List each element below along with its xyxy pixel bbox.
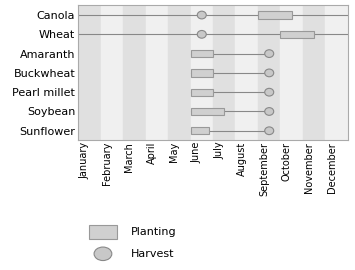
Bar xyxy=(191,5,213,140)
Bar xyxy=(100,5,123,140)
Circle shape xyxy=(265,127,274,135)
Bar xyxy=(303,5,326,140)
Bar xyxy=(258,11,292,19)
Bar xyxy=(191,50,213,57)
Text: Planting: Planting xyxy=(131,227,177,237)
Bar xyxy=(326,5,348,140)
Bar xyxy=(123,5,146,140)
Circle shape xyxy=(197,31,206,38)
Bar xyxy=(146,5,168,140)
Circle shape xyxy=(265,108,274,115)
Bar xyxy=(191,127,208,134)
Bar xyxy=(213,5,235,140)
Bar xyxy=(280,5,303,140)
Bar xyxy=(280,31,314,38)
Bar xyxy=(235,5,258,140)
Circle shape xyxy=(265,88,274,96)
Text: Harvest: Harvest xyxy=(131,249,175,259)
Bar xyxy=(191,89,213,96)
Circle shape xyxy=(265,69,274,77)
Bar xyxy=(78,5,100,140)
Bar xyxy=(258,5,280,140)
Circle shape xyxy=(197,11,206,19)
Bar xyxy=(191,69,213,77)
Bar xyxy=(191,108,224,115)
Bar xyxy=(168,5,191,140)
Circle shape xyxy=(265,50,274,58)
